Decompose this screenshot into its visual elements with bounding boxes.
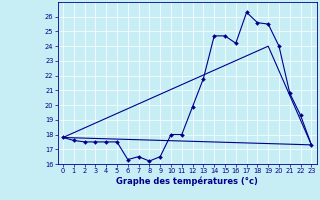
X-axis label: Graphe des températures (°c): Graphe des températures (°c) xyxy=(116,177,258,186)
